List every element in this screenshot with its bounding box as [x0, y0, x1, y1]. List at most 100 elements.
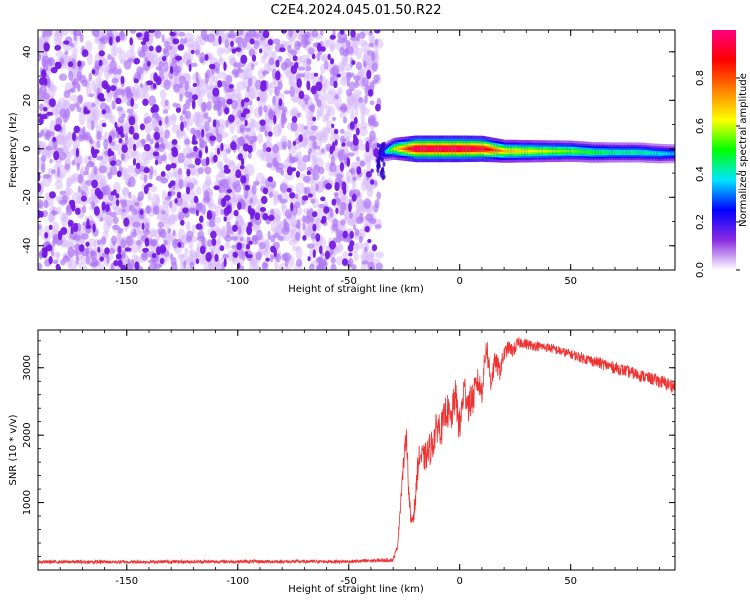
noise-speck-dark [115, 199, 120, 207]
noise-speck-light [99, 178, 106, 189]
noise-speck-dark [151, 253, 157, 259]
signal-band-cell [527, 150, 530, 153]
noise-speck-mid [222, 254, 229, 259]
noise-speck-light [274, 225, 285, 234]
noise-speck-dark [109, 85, 117, 92]
noise-speck-dark [115, 126, 121, 132]
noise-speck-mid [220, 208, 225, 216]
noise-speck-dark [330, 58, 334, 65]
noise-speck-light [352, 89, 363, 96]
noise-speck-mid [172, 102, 178, 108]
noise-speck-dark [134, 261, 140, 270]
noise-speck-dark [190, 50, 195, 54]
signal-band-cell [476, 147, 478, 151]
signal-band-cell [588, 151, 590, 154]
noise-speck-mid [49, 158, 53, 164]
noise-speck-mid [183, 37, 188, 44]
noise-speck-mid [100, 236, 107, 245]
noise-speck-dark [307, 256, 311, 262]
signal-band-cell [466, 147, 469, 151]
signal-band-cell [490, 148, 492, 151]
noise-speck-light [171, 113, 177, 127]
noise-speck-mid [363, 198, 372, 209]
noise-speck-mid [315, 145, 321, 150]
signal-band-cell [496, 149, 498, 152]
noise-speck-dark [210, 230, 217, 239]
signal-band-cell [507, 150, 509, 153]
noise-speck-dark [275, 59, 280, 68]
signal-band-cell [667, 152, 669, 155]
noise-speck-light [97, 263, 105, 270]
signal-band-cell [429, 147, 432, 151]
noise-speck-light [55, 50, 64, 58]
noise-speck-light [167, 141, 173, 152]
noise-speck-light [163, 69, 169, 82]
noise-speck-mid [197, 230, 205, 239]
noise-speck-mid [374, 199, 380, 209]
noise-speck-mid [154, 205, 160, 216]
noise-speck-dark [148, 30, 156, 33]
noise-speck-dark [279, 47, 286, 52]
noise-speck-mid [85, 255, 91, 265]
noise-speck-dark [260, 195, 268, 205]
noise-speck-mid [362, 60, 367, 68]
signal-band-cell [595, 151, 598, 154]
noise-speck-dark [172, 38, 180, 45]
noise-speck-mid [167, 227, 172, 234]
noise-speck-dark [342, 230, 348, 239]
noise-speck-mid [116, 88, 124, 96]
noise-speck-mid [240, 237, 244, 242]
noise-speck-mid [148, 95, 156, 107]
noise-speck-dark [335, 207, 339, 214]
noise-speck-dark [199, 215, 204, 223]
noise-speck-dark [244, 119, 248, 127]
noise-speck-dark [290, 202, 294, 212]
signal-band-cell [592, 151, 595, 154]
noise-speck-dark [262, 213, 269, 221]
noise-speck-mid [346, 78, 350, 88]
noise-speck-light [285, 69, 292, 80]
noise-speck-dark [117, 259, 123, 268]
colorbar-ticks: 0.0 0.2 0.4 0.6 0.8 [695, 70, 740, 278]
signal-band-cell [435, 147, 438, 151]
noise-speck-light [113, 144, 119, 151]
noise-speck-mid [177, 167, 183, 175]
noise-speck-mid [91, 257, 99, 268]
noise-speck-mid [133, 228, 137, 234]
noise-speck-dark [176, 191, 182, 199]
noise-speck-dark [351, 193, 357, 202]
noise-speck-light [213, 217, 222, 224]
noise-speck-light [222, 149, 228, 163]
noise-speck-dark [152, 104, 159, 113]
x-tick-label: 50 [564, 276, 577, 287]
noise-speck-mid [354, 228, 360, 236]
noise-speck-light [212, 37, 220, 48]
noise-speck-mid [163, 48, 170, 58]
noise-speck-dark [146, 80, 154, 86]
noise-speck-mid [146, 133, 152, 142]
noise-speck-mid [225, 148, 231, 154]
noise-speck-mid [342, 153, 349, 161]
signal-band-cell [432, 147, 435, 151]
noise-speck-mid [350, 167, 356, 175]
noise-speck-mid [139, 82, 144, 88]
noise-speck-mid [290, 121, 298, 132]
noise-speck-light [151, 229, 157, 237]
noise-speck-mid [241, 38, 248, 48]
noise-speck-light [92, 107, 101, 121]
signal-band-cell [631, 151, 634, 154]
noise-speck-dark [212, 87, 220, 97]
noise-speck-mid [121, 113, 126, 118]
signal-band-cell [653, 152, 655, 155]
signal-band-cell [594, 151, 596, 154]
noise-speck-dark [226, 189, 233, 193]
noise-speck-mid [87, 155, 92, 161]
noise-speck-dark [254, 212, 261, 221]
signal-band-cell [623, 151, 626, 154]
noise-speck-dark [320, 46, 326, 52]
noise-speck-mid [364, 246, 368, 253]
noise-speck-mid [277, 194, 283, 201]
noise-speck-dark [315, 81, 323, 92]
signal-band-cell [440, 147, 443, 151]
signal-band-cell [522, 150, 525, 153]
